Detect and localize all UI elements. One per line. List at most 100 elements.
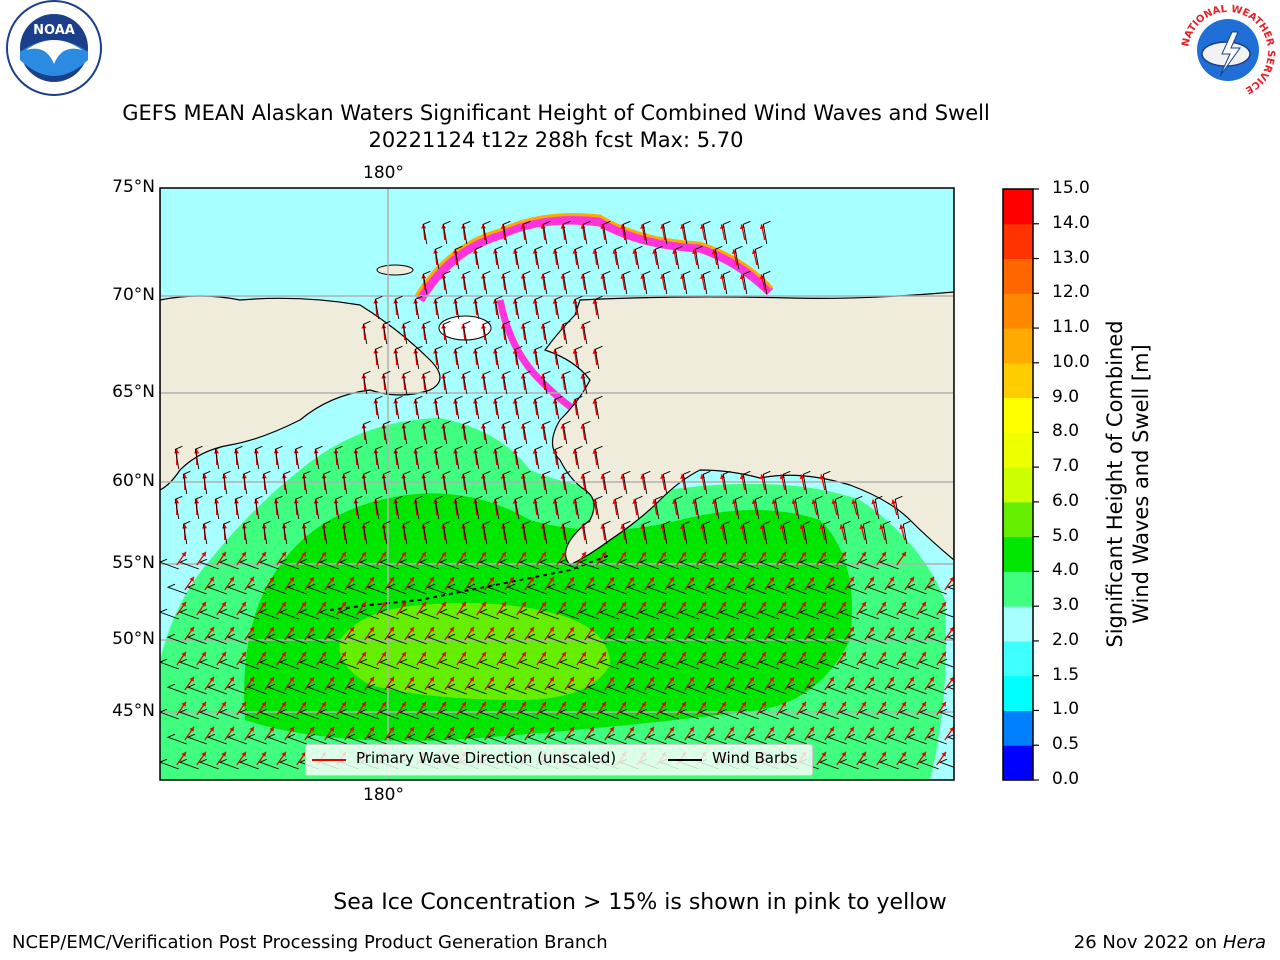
wind-barb [334,445,343,470]
wind-barb [898,608,919,620]
wind-barb [518,708,539,720]
wind-barb [878,758,899,770]
wind-barb [614,495,623,520]
wind-barb [406,583,427,595]
wind-barb [766,733,787,745]
wind-barb [206,683,227,695]
wind-barb [898,758,919,770]
wind-barb [578,608,599,620]
wind-barb [766,683,787,695]
wind-barb [326,683,347,695]
wind-barb [294,445,303,470]
wind-barb [574,295,583,320]
colorbar-tick-label: 2.0 [1052,629,1080,650]
wind-barb [258,608,279,620]
wind-barb [474,245,483,270]
wind-barb [234,445,243,470]
map-legend: Primary Wave Direction (unscaled) Wind B… [305,744,813,776]
wind-barb [398,658,419,670]
wind-barb [474,295,483,320]
wind-barb [798,558,819,570]
wind-barb [634,245,643,270]
wind-barb [202,470,211,495]
wind-barb [938,758,954,768]
wind-barb [166,733,187,745]
wind-barb [622,520,631,545]
wind-barb [398,708,419,720]
wind-barb [718,608,739,620]
wind-barb [822,470,831,495]
wind-barb [286,633,307,645]
wind-barb [514,495,523,520]
wind-barb [438,658,459,670]
wind-barb [238,658,259,670]
wind-barb [554,345,563,370]
wind-barb [938,708,954,718]
wind-barb [306,583,327,595]
wind-barb [806,583,827,595]
wind-barb [442,270,451,295]
wind-barb [786,733,807,745]
wind-barb [854,495,863,520]
wind-barb [534,295,543,320]
wind-barb [598,558,619,570]
wind-barb [786,583,807,595]
wind-barb [606,583,627,595]
wind-barb [886,583,907,595]
wind-barb [262,520,271,545]
wind-barb [598,608,619,620]
wind-barb [402,470,411,495]
wind-barb [598,708,619,720]
wind-barb [702,270,711,295]
wind-barb [546,633,567,645]
wind-barb [494,495,503,520]
wind-barb [742,520,751,545]
wind-barb [562,220,571,245]
lat-label: 70°N [112,285,155,305]
wind-barb [666,733,687,745]
wind-barb [322,520,331,545]
wind-barb [398,608,419,620]
wind-barb [494,245,503,270]
wind-barb [562,370,571,395]
wind-barb [486,683,507,695]
wind-barb [602,270,611,295]
colorbar-tick-label: 13.0 [1052,247,1090,268]
wind-barb [178,608,199,620]
wind-barb [574,445,583,470]
wind-barb [702,220,711,245]
wind-barb [726,733,747,745]
colorbar-segment [1003,432,1033,468]
wind-barb [166,683,187,695]
wind-barb [338,658,359,670]
wind-barb [502,520,511,545]
wind-barb [866,583,887,595]
wind-barb [814,495,823,520]
wind-barb [218,758,239,770]
wind-barb [406,733,427,745]
wind-barb [754,245,763,270]
wind-barb [658,608,679,620]
chart-subtitle: 20221124 t12z 288h fcst Max: 5.70 [368,128,744,152]
wind-barb [386,733,407,745]
wind-barb [218,558,239,570]
wind-barb [642,220,651,245]
wind-barb [474,345,483,370]
wind-barb [346,683,367,695]
wind-barb [474,395,483,420]
wind-barb [494,395,503,420]
wind-barb [626,683,647,695]
wind-barb [762,520,771,545]
wind-barb [306,733,327,745]
wind-barb [594,345,603,370]
wind-barb [606,633,627,645]
colorbar-segment [1003,745,1033,781]
wind-barb [502,320,511,345]
colorbar-segment [1003,501,1033,538]
wind-barb [886,633,907,645]
wind-barb [546,683,567,695]
wind-barb [774,495,783,520]
wind-barb [694,495,703,520]
wind-barb [846,583,867,595]
